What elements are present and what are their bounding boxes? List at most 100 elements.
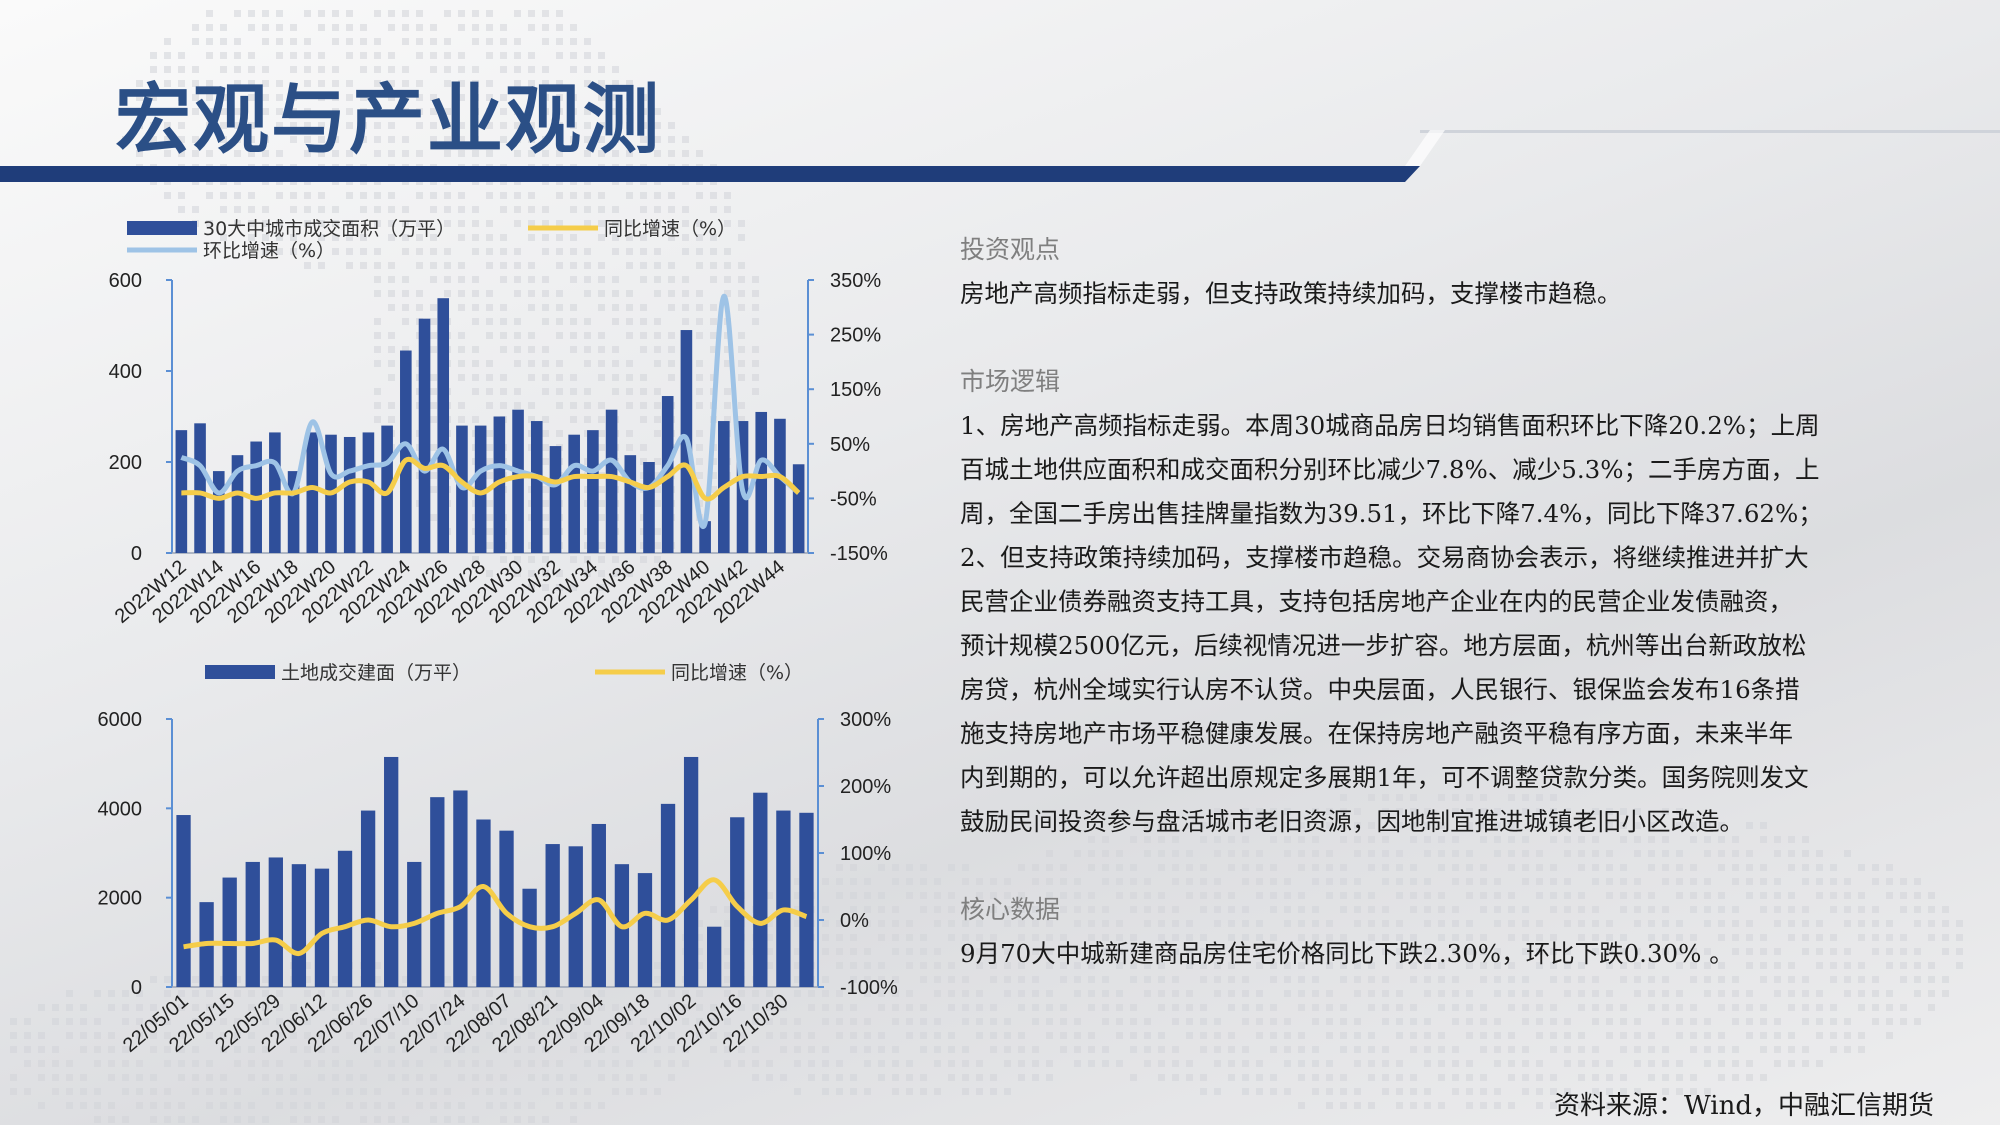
bar-21 xyxy=(660,803,676,987)
bar-13 xyxy=(476,819,491,987)
right-tick-label: 350% xyxy=(830,270,881,292)
bar-16 xyxy=(474,425,487,553)
bar-15 xyxy=(522,888,537,987)
bar-4 xyxy=(268,857,283,987)
bar-20 xyxy=(637,873,653,987)
bar-23 xyxy=(707,926,722,987)
legend-label-bar: 土地成交建面（万平） xyxy=(281,662,471,684)
bar-6 xyxy=(287,471,300,553)
bar-24 xyxy=(624,455,637,553)
bar-22 xyxy=(587,430,599,553)
bar-25 xyxy=(643,462,655,553)
market-logic-line: 鼓励民间投资参与盘活城市老旧资源，因地制宜推进城镇老旧小区改造。 xyxy=(960,807,1744,836)
page-title: 宏观与产业观测 xyxy=(115,75,661,164)
bar-19 xyxy=(530,421,543,553)
right-tick-label: -150% xyxy=(830,543,888,565)
bar-20 xyxy=(549,446,562,553)
legend-label-yoy: 同比增速（%） xyxy=(671,662,803,684)
market-logic-line: 2、但支持政策持续加码，支撑楼市趋稳。交易商协会表示，将继续推进并扩大 xyxy=(960,543,1809,572)
commentary-panel: 投资观点 房地产高频指标走弱，但支持政策持续加码，支撑楼市趋稳。 市场逻辑 1、… xyxy=(960,228,1960,976)
bar-18 xyxy=(512,409,524,553)
legend-swatch-bar xyxy=(205,665,275,679)
left-tick-label: 200 xyxy=(109,452,142,474)
bar-27 xyxy=(799,812,814,987)
left-tick-label: 400 xyxy=(109,361,142,383)
bar-13 xyxy=(418,318,431,553)
left-tick-label: 600 xyxy=(109,270,142,292)
bar-12 xyxy=(400,350,412,553)
market-logic-line: 1、房地产高频指标走弱。本周30城商品房日均销售面积环比下降20.2%；上周 xyxy=(960,411,1820,440)
bar-14 xyxy=(499,830,514,987)
market-logic-line: 预计规模2500亿元，后续视情况进一步扩容。地方层面，杭州等出台新政放松 xyxy=(960,631,1807,660)
bar-1 xyxy=(194,423,206,553)
market-logic-line: 施支持房地产市场平稳健康发展。在保持房地产融资平稳有序方面，未来半年 xyxy=(960,719,1793,748)
left-tick-label: 2000 xyxy=(98,888,143,910)
heading-investment-view: 投资观点 xyxy=(960,235,1061,264)
right-tick-label: 250% xyxy=(830,325,881,347)
bar-14 xyxy=(437,298,450,553)
market-logic-line: 房贷，杭州全域实行认房不认贷。中央层面，人民银行、银保监会发布16条措 xyxy=(960,675,1800,704)
bar-10 xyxy=(362,432,375,553)
market-logic-line: 周，全国二手房出售挂牌量指数为39.51，环比下降7.4%，同比下降37.62%… xyxy=(960,499,1823,528)
bar-7 xyxy=(337,850,353,987)
bar-25 xyxy=(753,792,768,987)
bar-5 xyxy=(291,864,307,987)
bar-2 xyxy=(222,877,237,987)
bar-22 xyxy=(683,756,699,987)
source-note: 资料来源：Wind，中融汇信期货 xyxy=(1554,1091,1934,1121)
bar-9 xyxy=(343,436,356,553)
heading-market-logic: 市场逻辑 xyxy=(960,367,1061,396)
bar-17 xyxy=(568,846,583,987)
bar-9 xyxy=(384,756,399,987)
title-underline-light xyxy=(1420,130,2000,133)
legend-label-yoy: 同比增速（%） xyxy=(604,218,736,240)
line-yoy-series xyxy=(181,456,801,502)
right-tick-label: -100% xyxy=(840,977,898,999)
investment-view-text: 房地产高频指标走弱，但支持政策持续加码，支撑楼市趋稳。 xyxy=(960,279,1622,308)
bar-12 xyxy=(453,790,468,987)
bar-24 xyxy=(730,817,745,987)
market-logic-line: 民营企业债券融资支持工具，支持包括房地产企业在内的民营企业发债融资， xyxy=(960,587,1793,616)
right-tick-label: 100% xyxy=(840,843,891,865)
right-tick-label: 150% xyxy=(830,379,881,401)
bar-6 xyxy=(314,868,330,987)
bar-11 xyxy=(381,425,393,553)
bar-11 xyxy=(430,797,445,987)
bar-3 xyxy=(245,861,260,987)
chart-city-transaction-area: 30大中城市成交面积（万平） 同比增速（%） 环比增速（%） 0 200 400 600 -1… xyxy=(109,218,888,628)
bar-26 xyxy=(776,810,791,987)
core-data-text: 9月70大中城新建商品房住宅价格同比下跌2.30%，环比下跌0.30% 。 xyxy=(960,939,1734,968)
title-banner xyxy=(0,130,2000,182)
left-tick-label: 6000 xyxy=(98,709,143,731)
bar-32 xyxy=(774,418,786,553)
bar-31 xyxy=(755,411,768,553)
bar-2 xyxy=(212,471,225,553)
bar-16 xyxy=(545,844,560,987)
bar-7 xyxy=(306,432,319,553)
right-tick-label: 200% xyxy=(840,776,891,798)
right-tick-label: 50% xyxy=(830,434,870,456)
left-tick-label: 0 xyxy=(131,543,142,565)
legend-swatch-bar xyxy=(127,221,197,235)
bar-0 xyxy=(176,815,191,987)
right-tick-label: 300% xyxy=(840,709,891,731)
right-tick-label: 0% xyxy=(840,910,869,932)
bar-28 xyxy=(699,521,711,553)
market-logic-text: 1、房地产高频指标走弱。本周30城商品房日均销售面积环比下降20.2%；上周 百… xyxy=(960,404,1960,844)
bar-21 xyxy=(568,434,580,553)
left-tick-label: 0 xyxy=(131,977,142,999)
bar-3 xyxy=(231,455,244,553)
left-tick-label: 4000 xyxy=(98,798,143,820)
chart-land-transaction-area: 土地成交建面（万平） 同比增速（%） 0 2000 4000 6000 -100% 0% 100… xyxy=(98,662,899,1057)
legend-label-bar: 30大中城市成交面积（万平） xyxy=(203,218,455,240)
right-tick-label: -50% xyxy=(830,488,877,510)
line-yoy-series xyxy=(183,877,808,956)
bar-8 xyxy=(360,810,376,987)
bar-18 xyxy=(591,823,606,987)
legend-label-mom: 环比增速（%） xyxy=(203,240,335,262)
bar-23 xyxy=(605,409,618,553)
market-logic-line: 内到期的，可以允许超出原规定多展期1年，可不调整贷款分类。国务院则发文 xyxy=(960,763,1809,792)
title-underline-bar xyxy=(0,166,1420,182)
title-accent-shape xyxy=(1405,130,1445,166)
heading-core-data: 核心数据 xyxy=(960,895,1061,924)
